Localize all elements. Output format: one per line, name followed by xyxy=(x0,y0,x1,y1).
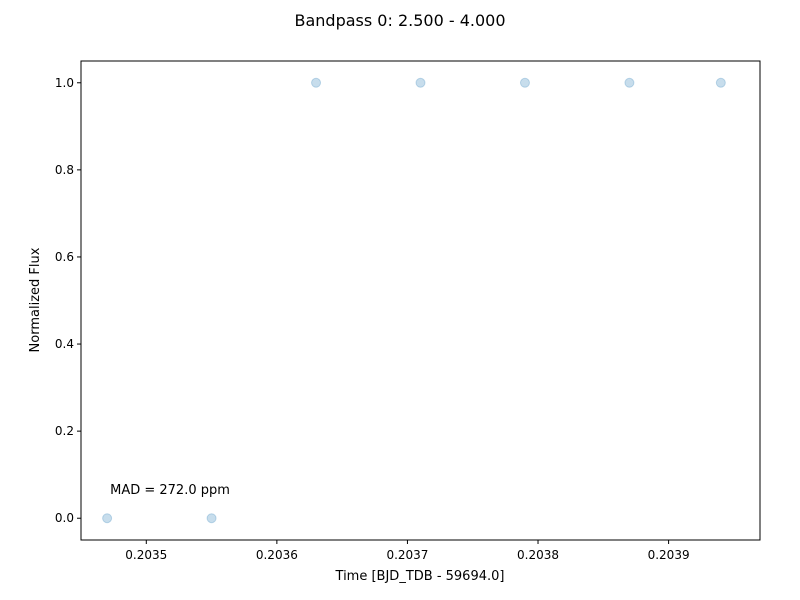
x-tick-label: 0.2037 xyxy=(386,548,428,562)
data-point xyxy=(415,77,426,88)
data-points xyxy=(102,77,726,524)
data-point xyxy=(206,513,217,524)
y-tick-label: 0.8 xyxy=(55,163,74,177)
x-tick-label: 0.2038 xyxy=(517,548,559,562)
mad-annotation: MAD = 272.0 ppm xyxy=(110,483,230,498)
data-point xyxy=(519,77,530,88)
y-axis-label: Normalized Flux xyxy=(28,247,43,352)
y-tick-label: 0.0 xyxy=(55,511,74,525)
data-point xyxy=(102,513,113,524)
chart-title: Bandpass 0: 2.500 - 4.000 xyxy=(294,11,505,30)
data-point xyxy=(624,77,635,88)
x-tick-label: 0.2039 xyxy=(648,548,690,562)
plot-area xyxy=(80,60,761,541)
y-tick-label: 0.2 xyxy=(55,424,74,438)
y-tick-label: 0.6 xyxy=(55,250,74,264)
annotations: MAD = 272.0 ppm xyxy=(110,483,230,498)
y-tick-label: 1.0 xyxy=(55,76,74,90)
x-axis-label: Time [BJD_TDB - 59694.0] xyxy=(335,569,505,584)
y-axis-ticks: 0.0 0.2 0.4 0.6 0.8 1.0 xyxy=(55,76,81,525)
data-point xyxy=(311,77,322,88)
x-tick-label: 0.2036 xyxy=(256,548,298,562)
y-tick-label: 0.4 xyxy=(55,337,74,351)
x-tick-label: 0.2035 xyxy=(125,548,167,562)
data-point xyxy=(715,77,726,88)
x-axis-ticks: 0.2035 0.2036 0.2037 0.2038 0.2039 xyxy=(125,540,690,562)
